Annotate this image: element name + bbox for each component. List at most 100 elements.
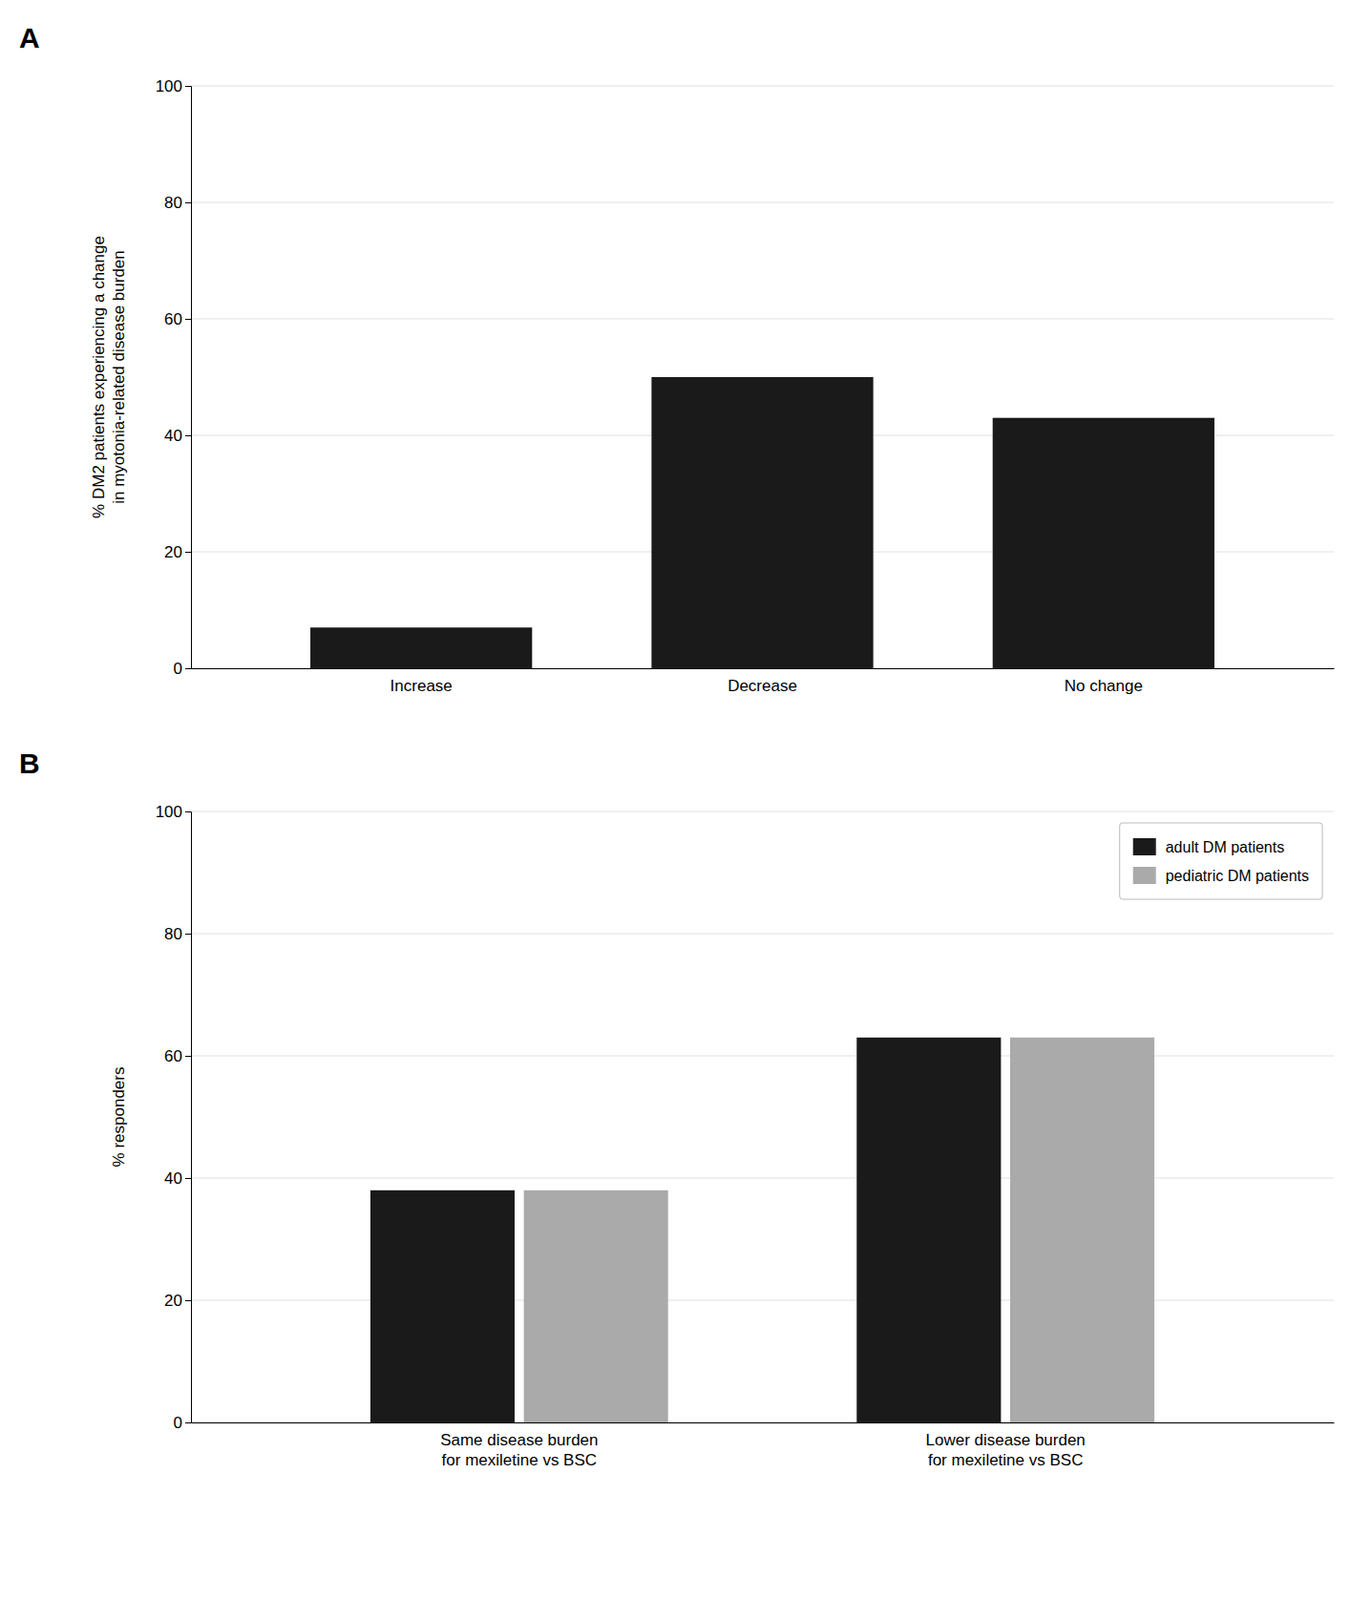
axis-line (185, 86, 192, 670)
tick-label-line: No change (1064, 676, 1143, 696)
tick-mark (185, 551, 191, 553)
y-axis-label-line: in myotonia-related disease burden (109, 250, 128, 505)
series (524, 1037, 1155, 1423)
tick: 20 (164, 543, 191, 562)
tick: No change (1064, 668, 1143, 696)
bar (524, 1190, 669, 1423)
tick: 100 (155, 802, 191, 822)
grid-line (190, 1422, 1334, 1424)
tick-label: Lower disease burdenfor mexiletine vs BS… (926, 1431, 1086, 1470)
y-axis-label: % responders (109, 1067, 128, 1168)
tick: Lower disease burdenfor mexiletine vs BS… (926, 1422, 1086, 1470)
panel: 020406080100Same disease burdenfor mexil… (19, 747, 1335, 1470)
tick-label: Decrease (727, 676, 798, 696)
tick-label-line: Same disease burden (440, 1431, 598, 1450)
tick: 80 (164, 925, 191, 944)
grid (190, 85, 1334, 669)
tick-label: 60 (164, 310, 183, 329)
grid-line (190, 933, 1334, 935)
tick: Same disease burdenfor mexiletine vs BSC (440, 1422, 598, 1470)
legend-swatch (1133, 838, 1157, 856)
grid-line (190, 202, 1334, 204)
tick: 100 (155, 77, 191, 96)
tick-label-line: for mexiletine vs BSC (442, 1451, 598, 1470)
panel-label: A (19, 21, 41, 54)
series (370, 1037, 1001, 1423)
tick-label: 60 (164, 1047, 183, 1066)
y-axis: 0 20 40 60 80 100 (155, 802, 192, 1433)
panel-label: B (19, 747, 41, 780)
tick-label: 20 (164, 543, 183, 562)
bar (310, 627, 532, 669)
legend: adult DM patients pediatric DM patients (1119, 823, 1323, 900)
marks (370, 1037, 1155, 1423)
tick-label: 0 (173, 659, 183, 678)
y-axis: 0 20 40 60 80 100 (155, 77, 192, 678)
tick: 0 (173, 659, 191, 678)
grid-line (190, 1055, 1334, 1057)
tick: 80 (164, 193, 191, 212)
tick-mark (185, 318, 191, 320)
tick: 40 (164, 426, 191, 445)
tick-label-line: Decrease (727, 676, 798, 696)
tick: Increase (390, 668, 453, 696)
tick-label: 20 (164, 1291, 183, 1310)
tick-label-line: Lower disease burden (926, 1431, 1086, 1450)
tick-mark (185, 1300, 191, 1302)
tick-label: 100 (155, 77, 183, 96)
tick-label: No change (1064, 676, 1143, 696)
tick: 40 (164, 1169, 191, 1188)
legend-label: pediatric DM patients (1165, 867, 1309, 885)
legend-item: pediatric DM patients (1133, 866, 1309, 885)
tick: 60 (164, 310, 191, 329)
tick: 60 (164, 1047, 191, 1066)
marks (310, 377, 1215, 669)
tick-label-line: Increase (390, 676, 453, 696)
tick-label: 40 (164, 1169, 183, 1188)
tick-label: Same disease burdenfor mexiletine vs BSC (440, 1431, 598, 1470)
grid-line (190, 1178, 1334, 1180)
grid-line (190, 811, 1334, 813)
grid-line (190, 85, 1334, 87)
tick-label: 0 (173, 1414, 183, 1433)
bar (1010, 1037, 1155, 1423)
tick-mark (185, 435, 191, 437)
legend-frame (1119, 823, 1323, 900)
tick: Decrease (727, 668, 798, 696)
bar (370, 1190, 515, 1423)
tick-mark (185, 811, 191, 813)
bar (856, 1037, 1001, 1423)
x-axis: Same disease burdenfor mexiletine vs BSC… (191, 1422, 1335, 1470)
bar (651, 377, 873, 669)
axis-line (185, 812, 192, 1424)
legend-swatch (1133, 866, 1157, 885)
tick-mark (185, 1055, 191, 1057)
tick-mark (185, 1178, 191, 1180)
axis-line (191, 1422, 1335, 1424)
tick-mark (185, 1422, 191, 1424)
tick-label-line: for mexiletine vs BSC (928, 1451, 1084, 1470)
tick-label: 80 (164, 193, 183, 212)
axis-line (191, 668, 1335, 670)
tick-label: 100 (155, 802, 183, 822)
grid-line (190, 318, 1334, 320)
tick: 0 (173, 1414, 191, 1433)
chart-figure: 0 20 40 60 80 100 Increase Decrease No change % D… (0, 0, 1372, 1600)
tick-mark (185, 668, 191, 670)
tick-label: 40 (164, 426, 183, 445)
legend-label: adult DM patients (1165, 839, 1286, 856)
tick-mark (185, 85, 191, 87)
tick-label: Increase (390, 676, 453, 696)
grid-line (190, 1300, 1334, 1302)
tick-mark (185, 933, 191, 935)
tick-mark (185, 202, 191, 204)
bar (992, 418, 1215, 669)
panel: 0 20 40 60 80 100 Increase Decrease No change % D… (19, 21, 1335, 696)
legend-item: adult DM patients (1133, 838, 1286, 856)
x-axis: Increase Decrease No change (191, 668, 1335, 696)
y-axis-label-line: % DM2 patients experiencing a change (89, 235, 108, 519)
y-axis-label-line: % responders (109, 1067, 128, 1168)
grid (190, 811, 1334, 1423)
tick: 20 (164, 1291, 191, 1310)
y-axis-label: % DM2 patients experiencing a changein m… (89, 235, 128, 519)
